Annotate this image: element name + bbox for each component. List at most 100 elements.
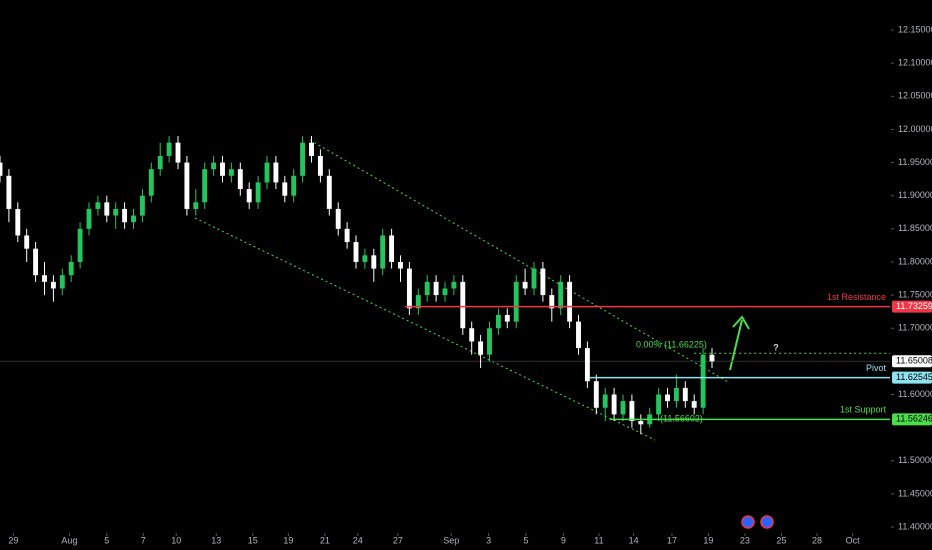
candle-body: [228, 169, 234, 176]
price-box: [892, 300, 932, 313]
candle-body: [389, 235, 395, 262]
y-tick-label: 12.10000: [898, 58, 932, 68]
candle-body: [77, 228, 83, 262]
candle-body: [113, 208, 119, 216]
level-name: 1st Resistance: [827, 292, 886, 302]
candle-body: [0, 162, 3, 176]
x-tick-label: 10: [171, 535, 181, 545]
y-tick-label: 11.60000: [898, 389, 932, 399]
candle-body: [495, 314, 501, 329]
candle-body: [211, 162, 217, 170]
candle-body: [682, 387, 688, 402]
candle-body: [131, 215, 136, 223]
y-tick-label: 12.00000: [898, 124, 932, 134]
candle-body: [184, 162, 190, 209]
candle-body: [122, 208, 128, 223]
candle-body: [576, 321, 581, 349]
annotation: ?: [773, 342, 779, 352]
x-tick-label: 9: [561, 535, 566, 545]
candle-body: [246, 189, 252, 203]
price-box-label: 11.62545: [896, 372, 932, 382]
candle-body: [95, 202, 101, 209]
candle-body: [415, 295, 421, 309]
y-tick-label: 11.50000: [898, 455, 932, 465]
candle-body: [602, 394, 608, 408]
candle-body: [6, 175, 12, 209]
candle-body: [487, 328, 492, 355]
x-tick-label: Sep: [443, 535, 459, 545]
candle-body: [50, 281, 56, 289]
x-tick-label: 23: [740, 535, 750, 545]
x-tick-label: 7: [141, 535, 146, 545]
candle-body: [282, 182, 288, 196]
candle-body: [24, 235, 30, 249]
candle-body: [309, 142, 314, 156]
candle-body: [513, 281, 519, 322]
candle-body: [531, 268, 537, 289]
candle-body: [709, 354, 715, 362]
level-name: 1st Support: [840, 405, 887, 415]
candle-body: [380, 235, 386, 269]
x-tick-label: 24: [353, 535, 363, 545]
candle-body: [504, 314, 510, 322]
candle-body: [460, 281, 466, 329]
x-tick-label: 27: [393, 535, 403, 545]
candle-body: [673, 387, 679, 402]
candle-body: [86, 208, 92, 229]
candle-body: [237, 169, 243, 190]
candle-body: [620, 401, 626, 415]
candle-body: [317, 155, 323, 176]
event-icon[interactable]: [741, 515, 755, 529]
candle-body: [68, 261, 74, 276]
channel-lower: [194, 217, 656, 441]
candle-body: [273, 162, 279, 183]
candle-body: [157, 155, 163, 170]
candle-body: [42, 275, 47, 282]
candle-body: [59, 275, 65, 289]
y-tick-label: 11.95000: [898, 157, 932, 167]
price-box: [892, 355, 932, 368]
candle-body: [700, 354, 706, 408]
candle-body: [104, 202, 110, 216]
x-tick-label: 19: [283, 535, 293, 545]
x-tick-label: 19: [703, 535, 713, 545]
y-tick-label: 11.80000: [898, 256, 932, 266]
candle-body: [584, 348, 590, 382]
y-tick-label: 11.85000: [898, 223, 932, 233]
candle-body: [406, 268, 412, 309]
channel-upper: [309, 139, 731, 384]
x-tick-label: 15: [248, 535, 258, 545]
candle-body: [33, 248, 39, 276]
y-tick-label: 11.45000: [898, 488, 932, 498]
candle-body: [264, 162, 270, 183]
candle-body: [344, 228, 350, 243]
candle-body: [540, 268, 546, 296]
x-tick-label: 5: [104, 535, 109, 545]
candle-body: [478, 341, 484, 355]
candle-body: [567, 281, 573, 322]
y-tick-label: 11.90000: [898, 190, 932, 200]
x-tick-label: Aug: [61, 535, 77, 545]
event-icon[interactable]: [760, 515, 774, 529]
x-tick-label: 25: [776, 535, 786, 545]
x-tick-label: Oct: [846, 535, 861, 545]
price-box-label: 11.73259: [896, 301, 932, 311]
candle-body: [193, 202, 199, 209]
candle-body: [220, 162, 225, 176]
candle-body: [611, 394, 617, 415]
candle-body: [353, 242, 359, 262]
x-tick-label: 29: [8, 535, 18, 545]
y-tick-label: 11.40000: [898, 521, 932, 531]
x-tick-label: 5: [523, 535, 528, 545]
candle-body: [398, 261, 403, 269]
x-tick-label: 13: [211, 535, 221, 545]
price-box: [892, 413, 932, 426]
y-tick-label: 12.15000: [898, 24, 932, 34]
x-tick-label: 21: [320, 535, 330, 545]
candle-body: [335, 208, 341, 229]
fib-label: 0.00% (11.66225): [636, 340, 707, 350]
candle-body: [451, 281, 457, 289]
